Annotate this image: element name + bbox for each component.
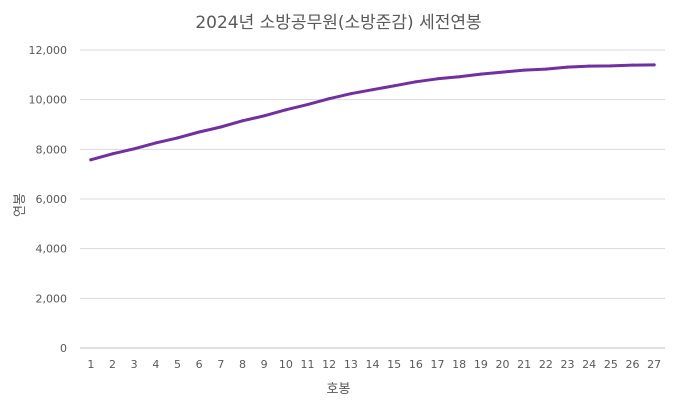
data-point: [609, 64, 613, 68]
x-tick-label: 18: [452, 358, 466, 371]
x-tick-label: 11: [301, 358, 315, 371]
data-point: [479, 72, 483, 76]
x-tick-label: 2: [109, 358, 116, 371]
x-axis-title: 호봉: [326, 382, 351, 397]
x-tick-label: 24: [582, 358, 596, 371]
y-tick-label: 6,000: [36, 193, 68, 206]
x-tick-label: 10: [279, 358, 293, 371]
data-point: [392, 84, 396, 88]
data-point: [501, 70, 504, 74]
data-point: [457, 75, 461, 79]
data-point: [414, 80, 418, 84]
data-point: [154, 141, 158, 145]
data-point: [436, 77, 439, 81]
series-line: [89, 63, 656, 162]
data-point: [132, 147, 136, 151]
x-tick-label: 14: [366, 358, 380, 371]
x-tick-label: 4: [152, 358, 159, 371]
data-point: [349, 92, 353, 96]
data-point: [241, 119, 244, 123]
data-point: [262, 114, 266, 118]
data-point: [197, 130, 201, 134]
y-tick-label: 0: [60, 342, 67, 355]
x-tick-label: 17: [431, 358, 445, 371]
data-point: [587, 64, 591, 68]
x-tick-label: 22: [539, 358, 553, 371]
data-point: [176, 136, 179, 140]
x-tick-label: 27: [647, 358, 661, 371]
data-point: [306, 103, 309, 107]
data-point: [371, 88, 374, 92]
y-tick-label: 10,000: [29, 94, 68, 107]
x-tick-label: 1: [87, 358, 94, 371]
data-point: [566, 65, 569, 69]
y-tick-label: 8,000: [36, 143, 68, 156]
x-tick-label: 15: [387, 358, 401, 371]
y-tick-label: 4,000: [36, 243, 68, 256]
x-tick-label: 21: [517, 358, 531, 371]
x-tick-label: 7: [217, 358, 224, 371]
x-tick-label: 23: [561, 358, 575, 371]
data-point: [522, 68, 526, 72]
x-tick-label: 25: [604, 358, 618, 371]
data-point: [111, 152, 114, 156]
data-point: [631, 63, 634, 67]
x-tick-label: 12: [322, 358, 336, 371]
x-tick-label: 5: [174, 358, 181, 371]
x-tick-label: 6: [196, 358, 203, 371]
data-point: [284, 108, 288, 112]
x-tick-label: 16: [409, 358, 423, 371]
x-tick-label: 3: [131, 358, 138, 371]
data-point: [652, 63, 656, 67]
x-tick-label: 13: [344, 358, 358, 371]
x-tick-label: 8: [239, 358, 246, 371]
data-point: [544, 67, 548, 71]
chart-title: 2024년 소방공무원(소방준감) 세전연봉: [195, 13, 482, 33]
data-point: [327, 97, 331, 101]
x-tick-label: 20: [496, 358, 510, 371]
data-point: [89, 158, 93, 162]
x-tick-label: 19: [474, 358, 488, 371]
data-point: [219, 125, 223, 129]
x-tick-label: 9: [261, 358, 268, 371]
y-tick-label: 12,000: [29, 44, 68, 57]
x-tick-label: 26: [626, 358, 640, 371]
y-tick-label: 2,000: [36, 292, 68, 305]
